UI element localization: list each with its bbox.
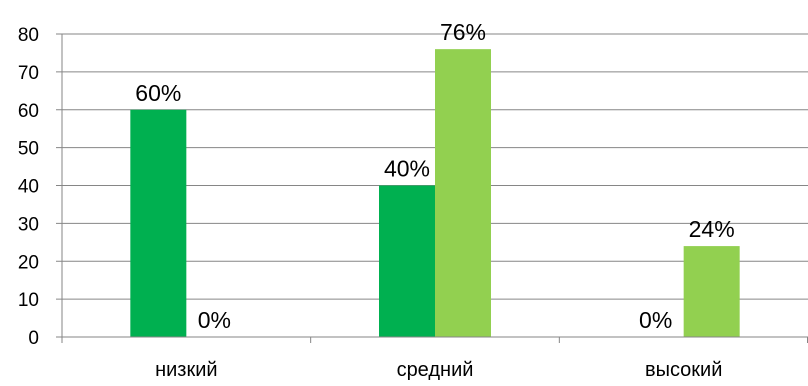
x-category-label: средний (397, 359, 474, 381)
y-tick-label: 40 (18, 177, 39, 198)
data-label: 40% (384, 156, 430, 182)
y-tick-label: 70 (18, 63, 39, 84)
labels: 0 10 20 30 40 50 60 70 80 60% 0% низкий 40% 76% средни… (18, 19, 735, 381)
y-tick-label: 20 (18, 252, 39, 273)
data-label: 0% (639, 307, 672, 333)
x-category-label: низкий (155, 359, 217, 381)
data-label: 24% (689, 216, 735, 242)
y-tick-label: 0 (28, 328, 39, 349)
bar-series1-низкий (130, 109, 187, 337)
bars (130, 49, 740, 338)
y-tick-label: 80 (18, 25, 39, 46)
y-tick-label: 30 (18, 214, 39, 235)
data-label: 76% (440, 19, 486, 45)
bar-series2-средний (435, 49, 491, 338)
x-category-label: высокий (645, 359, 722, 381)
y-tick-label: 60 (18, 101, 39, 122)
bar-series2-высокий (683, 246, 740, 337)
data-label: 0% (198, 307, 231, 333)
y-tick-label: 10 (18, 290, 39, 311)
bar-series1-средний (379, 185, 435, 337)
data-label: 60% (135, 80, 181, 106)
y-tick-label: 50 (18, 139, 39, 160)
